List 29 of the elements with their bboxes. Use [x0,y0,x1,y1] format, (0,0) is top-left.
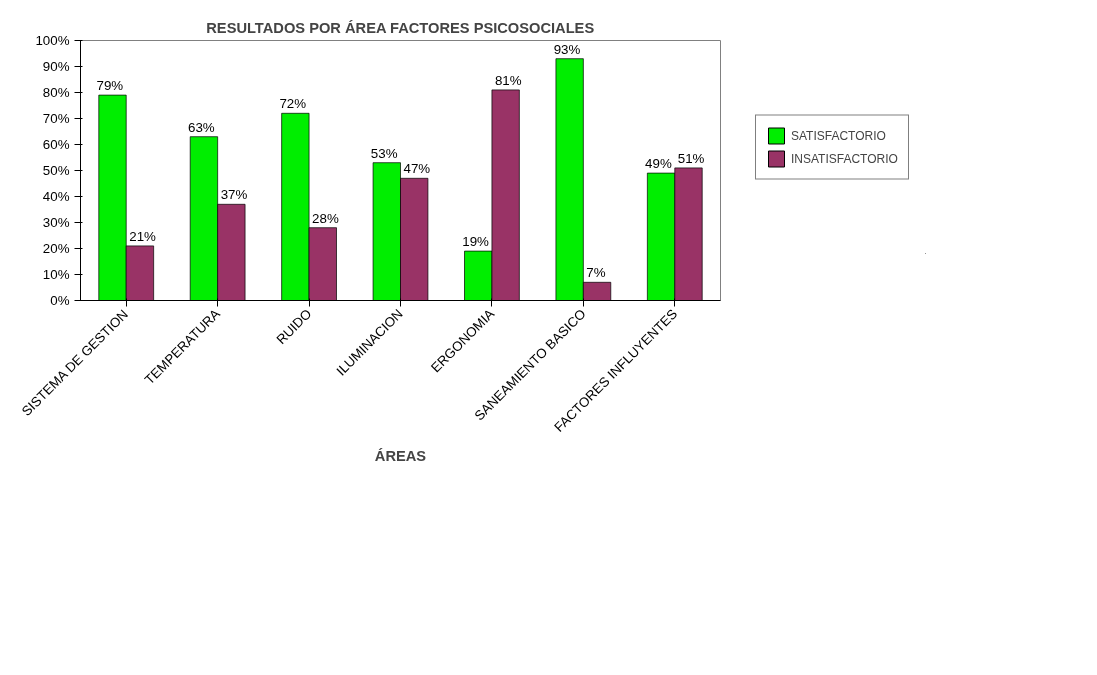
data-label: 19% [462,234,490,250]
data-label: 37% [220,187,248,203]
data-label: 49% [645,156,672,172]
data-label: 7% [586,265,606,281]
data-label: 21% [129,228,157,244]
data-label: 51% [677,150,705,166]
y-tick-label: 50% [42,163,70,178]
data-label: 79% [96,78,124,94]
y-tick-label: 10% [42,267,70,282]
y-tick-label: 40% [42,189,70,204]
data-label: 72% [279,96,307,112]
data-label: 63% [187,119,215,135]
y-tick-label: 0% [50,293,70,308]
x-axis-title: ÁREAS [374,448,427,465]
data-label: 53% [370,145,398,161]
legend-label: SATISFACTORIO [791,128,886,142]
y-tick-label: 60% [42,137,70,152]
y-tick-label: 80% [42,85,70,100]
chart-title: RESULTADOS POR ÁREA FACTORES PSICOSOCIALES [206,19,595,36]
legend-label: INSATISFACTORIO [791,151,898,165]
y-tick-label: 30% [42,215,70,230]
data-label: 47% [403,161,431,177]
data-label: 81% [494,72,522,88]
y-tick-label: 20% [42,241,70,256]
data-label: 93% [553,41,581,57]
y-tick-label: 70% [42,111,70,126]
y-tick-label: 100% [35,33,70,48]
y-tick-label: 90% [42,59,70,74]
data-label: 28% [312,210,339,226]
